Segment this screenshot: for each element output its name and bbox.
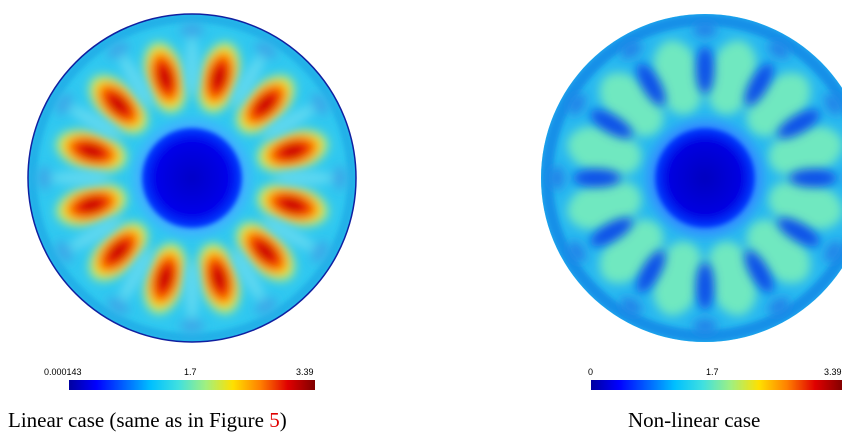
field-rim-spot — [180, 23, 204, 37]
field-gap — [262, 217, 316, 251]
field-rim-spot — [37, 166, 51, 190]
field-gap — [636, 63, 666, 106]
nonlinear-colorbar-max: 3.39 — [824, 367, 842, 377]
field-gap — [777, 109, 820, 139]
field-lobe — [652, 241, 704, 316]
nonlinear-field-plot — [541, 14, 842, 342]
field-rim-spot — [107, 41, 129, 59]
field-gap — [590, 217, 633, 247]
field-gap — [573, 169, 621, 187]
field-rim-spot — [255, 297, 277, 315]
field-rim-spot — [824, 241, 842, 263]
field-rim-spot — [333, 166, 347, 190]
field-rim-spot — [568, 241, 586, 263]
field-gap — [777, 217, 820, 247]
field-lobe — [567, 125, 642, 177]
field-gap — [744, 63, 774, 106]
field-rim-spot — [620, 297, 642, 315]
field-gap — [744, 250, 774, 293]
linear-colorbar-ticks: 0.000143 1.7 3.39 — [0, 367, 421, 379]
field-gap — [274, 171, 334, 185]
field-lobe — [768, 179, 842, 231]
linear-case-panel: 0.000143 1.7 3.39 Linear case (same as i… — [0, 0, 421, 441]
nonlinear-case-panel: 0 1.7 3.39 Non-linear case — [421, 0, 842, 441]
field-gap — [185, 260, 199, 320]
linear-colorbar — [69, 380, 315, 390]
field-gap — [231, 54, 265, 108]
figure-ref-link[interactable]: 5 — [269, 408, 280, 432]
field-lobe — [195, 38, 243, 117]
field-gap — [696, 46, 714, 94]
field-rim-spot — [311, 241, 329, 263]
field-lobe — [52, 127, 131, 175]
field-gap — [119, 248, 153, 302]
linear-field-plot — [27, 13, 357, 343]
linear-caption-text: Linear case (same as in Figure — [8, 408, 270, 432]
field-gap — [50, 171, 110, 185]
field-lobe — [141, 38, 189, 117]
nonlinear-colorbar-min: 0 — [588, 367, 594, 377]
field-rim-spot — [768, 297, 790, 315]
field-lobe — [52, 181, 131, 229]
field-lobe — [195, 239, 243, 318]
field-rim-spot — [107, 297, 129, 315]
field-gap — [119, 54, 153, 108]
field-lobe — [706, 40, 758, 115]
field-rim-spot — [568, 93, 586, 115]
field-rim-spot — [824, 93, 842, 115]
field-rim-spot — [180, 319, 204, 333]
field-gap — [636, 250, 666, 293]
field-gap — [789, 169, 837, 187]
nonlinear-colorbar — [591, 380, 842, 390]
field-rim-spot — [55, 93, 73, 115]
field-gap — [231, 248, 265, 302]
linear-colorbar-min: 0.000143 — [44, 367, 82, 377]
field-lobe — [253, 127, 332, 175]
field-rim-spot — [255, 41, 277, 59]
linear-caption-close: ) — [279, 408, 287, 432]
field-rim-spot — [620, 41, 642, 59]
field-lobe — [86, 219, 151, 284]
field-lobe — [233, 72, 298, 137]
field-lobe — [706, 241, 758, 316]
field-rim-spot — [768, 41, 790, 59]
field-rim-spot — [693, 23, 717, 37]
field-gap — [590, 109, 633, 139]
field-gap — [68, 217, 122, 251]
field-rim-spot — [693, 319, 717, 333]
field-gap — [262, 105, 316, 139]
nonlinear-caption: Non-linear case — [628, 408, 760, 433]
nonlinear-colorbar-mid: 1.7 — [706, 367, 719, 377]
field-lobe — [141, 239, 189, 318]
field-rim-spot — [550, 166, 564, 190]
field-rim-spot — [311, 93, 329, 115]
field-lobe — [652, 40, 704, 115]
field-lobe — [253, 181, 332, 229]
field-gap — [185, 36, 199, 96]
field-lobe — [233, 219, 298, 284]
field-lobe — [86, 72, 151, 137]
linear-colorbar-max: 3.39 — [296, 367, 314, 377]
nonlinear-caption-text: Non-linear case — [628, 408, 761, 432]
nonlinear-colorbar-ticks: 0 1.7 3.39 — [421, 367, 842, 379]
field-gap — [696, 262, 714, 310]
field-lobe — [768, 125, 842, 177]
field-gap — [68, 105, 122, 139]
field-rim-spot — [55, 241, 73, 263]
field-lobe — [567, 179, 642, 231]
linear-colorbar-mid: 1.7 — [184, 367, 197, 377]
linear-caption: Linear case (same as in Figure 5) — [8, 408, 287, 433]
